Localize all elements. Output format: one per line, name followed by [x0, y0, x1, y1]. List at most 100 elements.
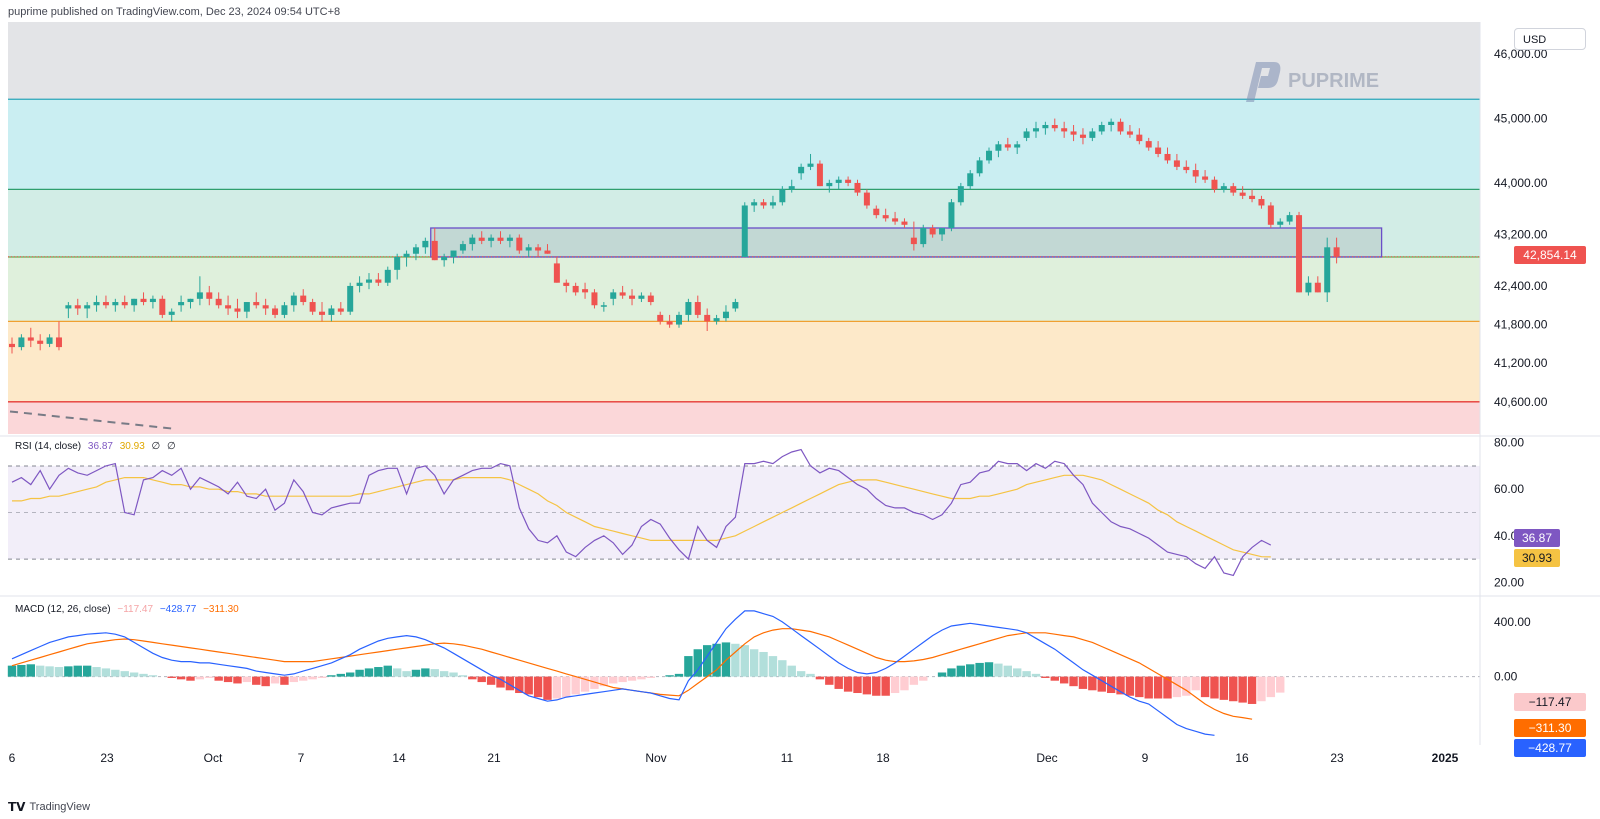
candle-body [769, 202, 776, 206]
rsi-label: RSI (14, close) [15, 441, 82, 452]
candle-body [845, 179, 852, 183]
macd-histogram-bar [580, 676, 590, 692]
macd-histogram-bar [571, 676, 580, 695]
candle-body [1042, 125, 1049, 129]
candle-body [535, 247, 542, 251]
rsi-na-1: ∅ [151, 441, 161, 452]
candle-body [788, 186, 795, 190]
footer-brand[interactable]: 𝗧𝗩 TradingView [8, 800, 90, 814]
macd-histogram-bar [139, 673, 148, 677]
macd-histogram-bar [937, 672, 947, 677]
puprime-watermark: PUPRIME [1234, 58, 1379, 104]
macd-histogram-bar [205, 676, 214, 678]
macd-histogram-bar [947, 668, 956, 677]
macd-histogram-bar [515, 676, 524, 694]
candle-body [337, 308, 344, 312]
macd-histogram-bar [430, 669, 439, 677]
candle-body [1164, 153, 1171, 161]
price-tick-label: 46,000.00 [1494, 47, 1548, 61]
rsi-line [11, 448, 1272, 577]
macd-histogram-bar [1163, 676, 1172, 699]
candle-body [309, 302, 316, 312]
current-price-tag: 42,854.14 [1514, 246, 1586, 264]
macd-histogram-bar [843, 676, 853, 692]
consolidation-box[interactable] [430, 227, 1383, 258]
macd-histogram-bar [1106, 676, 1116, 694]
rsi-tick-label: 60.00 [1494, 482, 1524, 496]
macd-histogram-bar [1229, 676, 1238, 702]
candle-body [920, 228, 927, 245]
macd-legend[interactable]: MACD (12, 26, close) −117.47 −428.77 −31… [15, 604, 243, 615]
candle-body [1023, 131, 1030, 138]
rsi-legend[interactable]: RSI (14, close) 36.87 30.93 ∅ ∅ [15, 441, 180, 452]
candle-body [1108, 121, 1115, 125]
candle-body [422, 240, 429, 248]
rsi-tick-label: 80.00 [1494, 436, 1524, 450]
macd-histogram-bar [674, 673, 684, 677]
candle-body [582, 289, 589, 293]
macd-histogram-bar [543, 676, 552, 700]
candle-body [901, 221, 908, 225]
macd-histogram-bar [17, 664, 26, 677]
rsi-value-tag: 36.87 [1514, 529, 1560, 547]
candle-body [140, 298, 147, 303]
macd-histogram-bar [1257, 676, 1266, 702]
candle-body [600, 305, 607, 307]
candle-body [751, 202, 758, 206]
macd-histogram-bar [289, 676, 299, 683]
candle-body [1333, 247, 1340, 257]
candle-body [74, 305, 81, 309]
macd-histogram-bar [26, 664, 35, 677]
candle-body [910, 237, 917, 245]
candle-body [1004, 144, 1011, 148]
time-tick-label: 11 [781, 751, 794, 765]
candle-body [1220, 186, 1227, 190]
candle-body [1032, 128, 1039, 132]
macd-histogram-bar [449, 672, 458, 677]
candle-body [1098, 125, 1105, 132]
macd-histogram-bar [702, 645, 712, 677]
macd-histogram-bar [214, 676, 223, 681]
macd-histogram-bar [73, 665, 82, 677]
macd-histogram-bar [186, 676, 195, 681]
candle-body [798, 166, 805, 174]
candle-body [272, 308, 279, 315]
macd-histogram-bar [101, 668, 111, 677]
macd-histogram-bar [45, 666, 54, 677]
candle-body [704, 314, 711, 322]
macd-hist-tag: −117.47 [1514, 693, 1586, 711]
candle-body [779, 189, 786, 203]
watermark-text: PUPRIME [1288, 69, 1380, 92]
rsi-ma-tag: 30.93 [1514, 549, 1560, 567]
macd-histogram-bar [486, 676, 496, 685]
candle-body [1136, 134, 1143, 142]
candle-body [131, 298, 138, 306]
candle-body [882, 215, 889, 219]
macd-histogram-bar [1172, 676, 1182, 698]
candle-body [1267, 205, 1274, 225]
candle-body [300, 295, 307, 303]
macd-histogram-bar [1153, 676, 1163, 699]
time-tick-label: 2025 [1432, 751, 1459, 765]
time-tick-label: Nov [645, 751, 666, 765]
candle-body [121, 302, 128, 306]
macd-histogram-bar [919, 676, 928, 681]
macd-line [11, 610, 1215, 736]
macd-signal-line [11, 628, 1253, 720]
macd-histogram-bar [64, 666, 73, 677]
macd-histogram-bar [392, 668, 402, 677]
candle-body [976, 160, 983, 174]
macd-histogram-bar [468, 676, 477, 680]
rsi-ma-value: 30.93 [119, 441, 145, 452]
candle-body [431, 240, 438, 261]
candle-body [1126, 131, 1133, 135]
macd-histogram-bar [1182, 676, 1191, 696]
price-tick-label: 41,800.00 [1494, 318, 1548, 332]
macd-histogram-bar [1210, 676, 1219, 699]
candle-body [1070, 131, 1077, 135]
currency-selector[interactable]: USD [1514, 28, 1586, 50]
candle-body [178, 302, 185, 306]
candle-body [375, 279, 382, 283]
